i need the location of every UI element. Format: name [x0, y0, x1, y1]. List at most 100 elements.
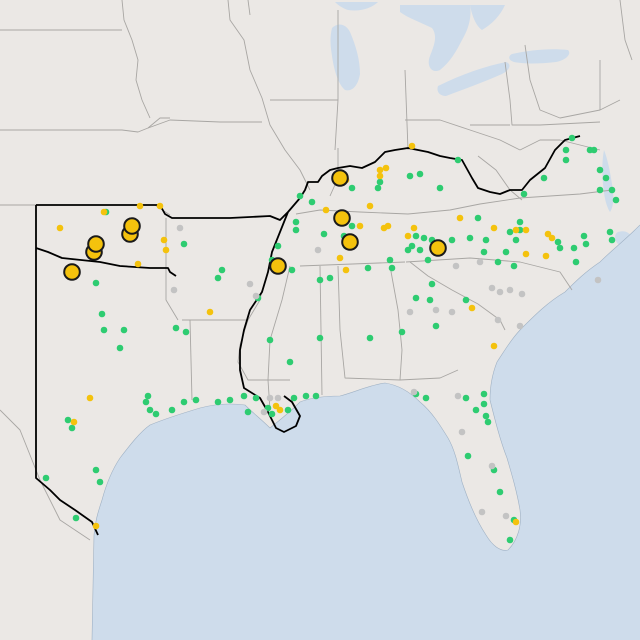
- yellow-marker[interactable]: [408, 142, 416, 150]
- green-marker[interactable]: [554, 238, 562, 246]
- green-marker[interactable]: [100, 326, 108, 334]
- green-marker[interactable]: [286, 358, 294, 366]
- green-marker[interactable]: [142, 398, 150, 406]
- yellow-marker[interactable]: [512, 518, 520, 526]
- green-marker[interactable]: [386, 256, 394, 264]
- gray-marker[interactable]: [406, 308, 414, 316]
- green-marker[interactable]: [606, 228, 614, 236]
- green-marker[interactable]: [520, 190, 528, 198]
- green-marker[interactable]: [516, 218, 524, 226]
- green-marker[interactable]: [406, 172, 414, 180]
- yellow-marker[interactable]: [162, 246, 170, 254]
- green-marker[interactable]: [568, 134, 576, 142]
- green-marker[interactable]: [608, 186, 616, 194]
- green-marker[interactable]: [484, 418, 492, 426]
- gray-marker[interactable]: [488, 284, 496, 292]
- green-marker[interactable]: [398, 328, 406, 336]
- gray-marker[interactable]: [488, 462, 496, 470]
- green-marker[interactable]: [494, 258, 502, 266]
- gray-marker[interactable]: [274, 394, 282, 402]
- green-marker[interactable]: [436, 184, 444, 192]
- yellow-marker[interactable]: [490, 342, 498, 350]
- yellow-marker[interactable]: [160, 236, 168, 244]
- green-marker[interactable]: [480, 390, 488, 398]
- yellow-marker[interactable]: [456, 214, 464, 222]
- gray-marker[interactable]: [170, 286, 178, 294]
- green-marker[interactable]: [316, 334, 324, 342]
- green-marker[interactable]: [292, 226, 300, 234]
- yellow-marker[interactable]: [92, 522, 100, 530]
- yellow-marker[interactable]: [542, 252, 550, 260]
- green-marker[interactable]: [480, 400, 488, 408]
- yellow-marker[interactable]: [366, 202, 374, 210]
- large-yellow-marker[interactable]: [269, 257, 287, 275]
- gray-marker[interactable]: [478, 508, 486, 516]
- green-marker[interactable]: [192, 396, 200, 404]
- gray-marker[interactable]: [448, 308, 456, 316]
- green-marker[interactable]: [302, 392, 310, 400]
- green-marker[interactable]: [480, 248, 488, 256]
- green-marker[interactable]: [180, 240, 188, 248]
- green-marker[interactable]: [168, 406, 176, 414]
- green-marker[interactable]: [218, 266, 226, 274]
- green-marker[interactable]: [268, 410, 276, 418]
- yellow-marker[interactable]: [376, 166, 384, 174]
- green-marker[interactable]: [284, 406, 292, 414]
- green-marker[interactable]: [92, 466, 100, 474]
- yellow-marker[interactable]: [336, 254, 344, 262]
- yellow-marker[interactable]: [490, 224, 498, 232]
- green-marker[interactable]: [120, 326, 128, 334]
- green-marker[interactable]: [98, 310, 106, 318]
- green-marker[interactable]: [432, 322, 440, 330]
- gray-marker[interactable]: [176, 224, 184, 232]
- green-marker[interactable]: [512, 236, 520, 244]
- yellow-marker[interactable]: [522, 250, 530, 258]
- green-marker[interactable]: [366, 334, 374, 342]
- gray-marker[interactable]: [494, 316, 502, 324]
- green-marker[interactable]: [326, 274, 334, 282]
- green-marker[interactable]: [586, 146, 594, 154]
- green-marker[interactable]: [448, 236, 456, 244]
- green-marker[interactable]: [266, 336, 274, 344]
- green-marker[interactable]: [292, 218, 300, 226]
- gray-marker[interactable]: [260, 408, 268, 416]
- green-marker[interactable]: [502, 248, 510, 256]
- green-marker[interactable]: [274, 242, 282, 250]
- yellow-marker[interactable]: [156, 202, 164, 210]
- yellow-marker[interactable]: [410, 224, 418, 232]
- green-marker[interactable]: [556, 244, 564, 252]
- yellow-marker[interactable]: [512, 226, 520, 234]
- large-yellow-marker[interactable]: [333, 209, 351, 227]
- green-marker[interactable]: [464, 452, 472, 460]
- gray-marker[interactable]: [266, 394, 274, 402]
- green-marker[interactable]: [562, 156, 570, 164]
- large-yellow-marker[interactable]: [123, 217, 141, 235]
- green-marker[interactable]: [296, 192, 304, 200]
- gray-marker[interactable]: [516, 322, 524, 330]
- yellow-marker[interactable]: [272, 402, 280, 410]
- yellow-marker[interactable]: [70, 418, 78, 426]
- green-marker[interactable]: [146, 406, 154, 414]
- green-marker[interactable]: [424, 256, 432, 264]
- green-marker[interactable]: [408, 242, 416, 250]
- green-marker[interactable]: [596, 166, 604, 174]
- green-marker[interactable]: [92, 279, 100, 287]
- green-marker[interactable]: [602, 174, 610, 182]
- green-marker[interactable]: [42, 474, 50, 482]
- yellow-marker[interactable]: [322, 206, 330, 214]
- green-marker[interactable]: [96, 478, 104, 486]
- gray-marker[interactable]: [252, 292, 260, 300]
- green-marker[interactable]: [570, 244, 578, 252]
- green-marker[interactable]: [466, 234, 474, 242]
- yellow-marker[interactable]: [86, 394, 94, 402]
- green-marker[interactable]: [364, 264, 372, 272]
- green-marker[interactable]: [64, 416, 72, 424]
- green-marker[interactable]: [420, 234, 428, 242]
- green-marker[interactable]: [348, 222, 356, 230]
- gray-marker[interactable]: [410, 388, 418, 396]
- yellow-marker[interactable]: [356, 222, 364, 230]
- green-marker[interactable]: [240, 392, 248, 400]
- yellow-marker[interactable]: [548, 234, 556, 242]
